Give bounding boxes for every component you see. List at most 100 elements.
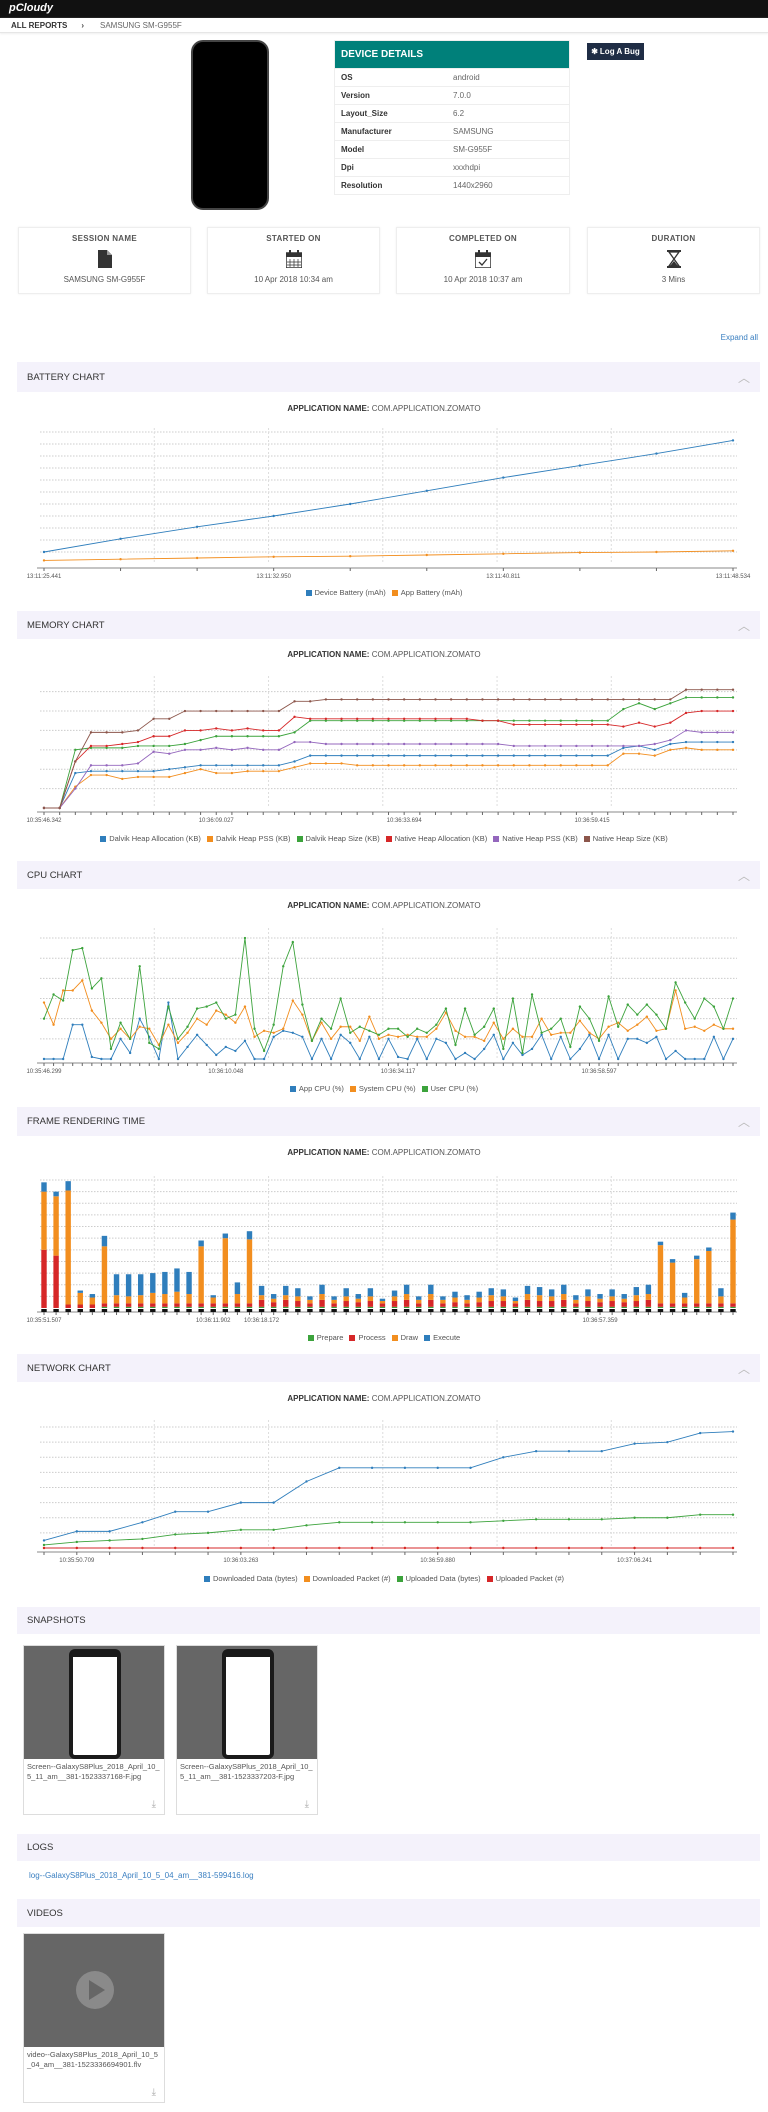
data-point[interactable] bbox=[674, 989, 677, 992]
data-point[interactable] bbox=[463, 1007, 467, 1010]
data-point[interactable] bbox=[371, 754, 375, 757]
data-point[interactable] bbox=[590, 719, 594, 722]
legend-item[interactable]: Native Heap Size (KB) bbox=[583, 834, 668, 843]
bar-segment-prepare[interactable] bbox=[512, 1306, 519, 1308]
data-point[interactable] bbox=[683, 1057, 687, 1061]
data-point[interactable] bbox=[371, 742, 375, 746]
bar-segment-draw[interactable] bbox=[77, 1292, 83, 1305]
bar-segment-execute[interactable] bbox=[464, 1295, 470, 1300]
data-point[interactable] bbox=[243, 936, 247, 940]
data-point[interactable] bbox=[205, 1043, 208, 1047]
data-point[interactable] bbox=[58, 806, 61, 810]
bar-segment-draw[interactable] bbox=[403, 1294, 410, 1300]
data-point[interactable] bbox=[119, 537, 122, 540]
bar-segment-process[interactable] bbox=[41, 1249, 47, 1308]
data-point[interactable] bbox=[230, 771, 234, 775]
data-point[interactable] bbox=[355, 764, 359, 767]
bar-segment-execute[interactable] bbox=[403, 1284, 410, 1295]
data-point[interactable] bbox=[416, 1035, 419, 1039]
bar-segment-execute[interactable] bbox=[246, 1231, 253, 1240]
memory-section-header[interactable]: MEMORY CHART ︿ bbox=[17, 611, 760, 639]
data-point[interactable] bbox=[731, 997, 735, 1000]
data-point[interactable] bbox=[559, 764, 562, 767]
bar-segment-process[interactable] bbox=[500, 1301, 507, 1307]
data-point[interactable] bbox=[502, 1057, 505, 1061]
chevron-up-icon[interactable]: ︿ bbox=[737, 868, 750, 883]
bar-segment-process[interactable] bbox=[355, 1302, 361, 1307]
bar-segment-prepare[interactable] bbox=[633, 1306, 640, 1308]
data-point[interactable] bbox=[293, 731, 296, 734]
data-point[interactable] bbox=[636, 1023, 639, 1026]
bar-segment-execute[interactable] bbox=[585, 1289, 591, 1297]
bar-segment-execute[interactable] bbox=[77, 1290, 83, 1293]
data-point[interactable] bbox=[121, 764, 124, 767]
data-point[interactable] bbox=[329, 1027, 333, 1030]
bar-segment-process[interactable] bbox=[295, 1301, 301, 1307]
data-point[interactable] bbox=[396, 1055, 400, 1059]
data-point[interactable] bbox=[578, 1005, 582, 1008]
data-point[interactable] bbox=[712, 1005, 716, 1008]
data-point[interactable] bbox=[567, 1546, 571, 1550]
data-point[interactable] bbox=[454, 1043, 457, 1047]
bar-segment-draw[interactable] bbox=[89, 1297, 96, 1305]
bar-segment-execute[interactable] bbox=[186, 1271, 192, 1295]
log-a-bug-button[interactable]: ✱ Log A Bug bbox=[587, 43, 644, 60]
bar-segment-draw[interactable] bbox=[295, 1296, 301, 1302]
data-point[interactable] bbox=[52, 1057, 55, 1061]
bar-segment-process[interactable] bbox=[669, 1303, 676, 1307]
data-point[interactable] bbox=[492, 1033, 495, 1037]
data-point[interactable] bbox=[512, 719, 515, 722]
data-point[interactable] bbox=[436, 1466, 439, 1470]
data-point[interactable] bbox=[481, 719, 484, 722]
bar-segment-process[interactable] bbox=[283, 1299, 289, 1307]
data-point[interactable] bbox=[272, 1035, 275, 1039]
data-point[interactable] bbox=[664, 1027, 668, 1030]
data-point[interactable] bbox=[636, 1013, 639, 1016]
data-point[interactable] bbox=[469, 1546, 472, 1550]
data-point[interactable] bbox=[543, 764, 547, 767]
data-point[interactable] bbox=[626, 1037, 629, 1041]
data-point[interactable] bbox=[731, 740, 735, 744]
data-point[interactable] bbox=[291, 1031, 295, 1034]
data-point[interactable] bbox=[136, 744, 140, 748]
data-point[interactable] bbox=[482, 1025, 486, 1028]
data-point[interactable] bbox=[463, 1051, 467, 1055]
bar-segment-process[interactable] bbox=[428, 1299, 434, 1307]
bar-segment-process[interactable] bbox=[270, 1302, 277, 1307]
data-point[interactable] bbox=[633, 1516, 636, 1519]
bar-segment-process[interactable] bbox=[53, 1255, 59, 1308]
bar-segment-prepare[interactable] bbox=[234, 1306, 241, 1308]
bar-segment-draw[interactable] bbox=[573, 1299, 579, 1304]
data-point[interactable] bbox=[496, 719, 500, 722]
data-point[interactable] bbox=[655, 1035, 658, 1039]
legend-item[interactable]: Uploaded Data (bytes) bbox=[396, 1574, 481, 1583]
data-point[interactable] bbox=[75, 1530, 79, 1533]
data-point[interactable] bbox=[339, 1025, 342, 1028]
data-point[interactable] bbox=[465, 698, 468, 701]
data-point[interactable] bbox=[637, 744, 641, 748]
data-point[interactable] bbox=[246, 735, 249, 738]
data-point[interactable] bbox=[108, 1530, 111, 1533]
data-point[interactable] bbox=[358, 1025, 361, 1028]
data-point[interactable] bbox=[559, 744, 562, 748]
data-point[interactable] bbox=[496, 698, 500, 701]
data-point[interactable] bbox=[272, 1023, 275, 1026]
bar-segment-draw[interactable] bbox=[597, 1298, 603, 1303]
data-point[interactable] bbox=[416, 1037, 419, 1041]
data-point[interactable] bbox=[435, 1037, 438, 1041]
data-point[interactable] bbox=[454, 1057, 457, 1061]
data-point[interactable] bbox=[309, 719, 312, 722]
data-point[interactable] bbox=[90, 1055, 94, 1059]
bar-segment-prepare[interactable] bbox=[476, 1306, 482, 1308]
data-point[interactable] bbox=[355, 742, 359, 746]
data-point[interactable] bbox=[449, 764, 453, 767]
bar-segment-process[interactable] bbox=[657, 1303, 664, 1307]
bar-segment-execute[interactable] bbox=[307, 1296, 313, 1300]
data-point[interactable] bbox=[434, 742, 437, 746]
bar-segment-prepare[interactable] bbox=[331, 1306, 337, 1308]
data-point[interactable] bbox=[559, 1035, 562, 1039]
data-point[interactable] bbox=[272, 1501, 275, 1504]
bar-segment-draw[interactable] bbox=[464, 1299, 470, 1304]
data-point[interactable] bbox=[152, 750, 155, 753]
bar-segment-prepare[interactable] bbox=[186, 1306, 192, 1308]
